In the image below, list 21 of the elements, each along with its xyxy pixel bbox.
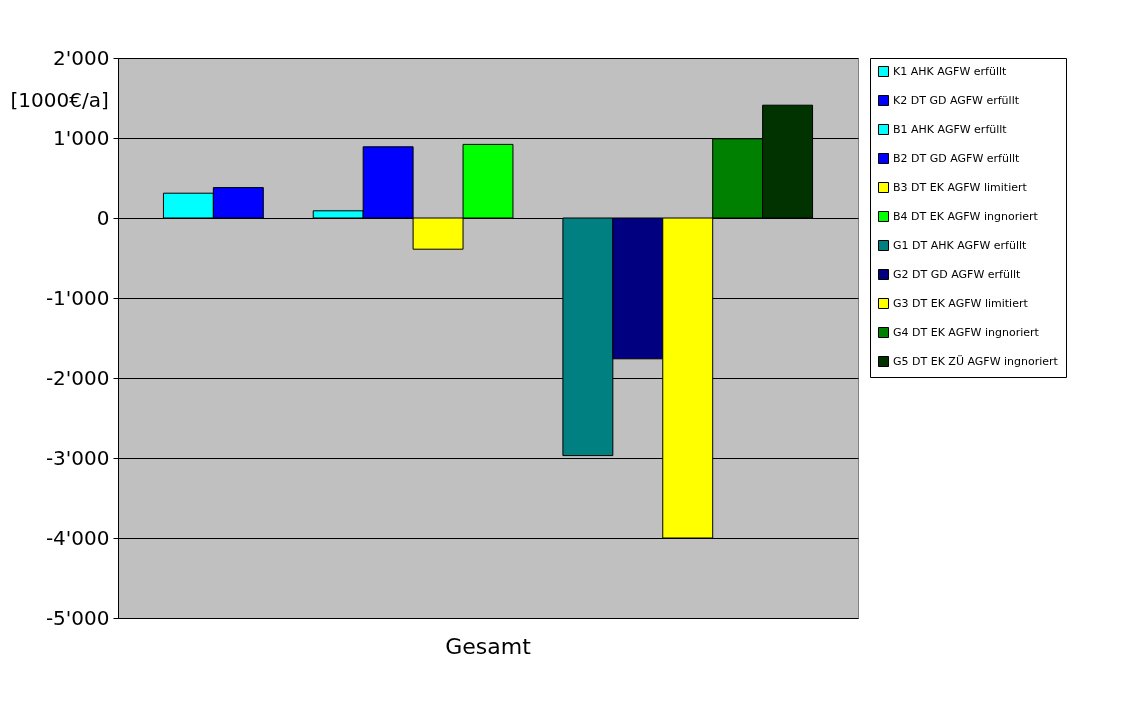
y-tick-label: 0 [96,205,110,230]
legend-label: B4 DT EK AGFW ingnoriert [893,209,1039,223]
y-tick-label: -4'000 [45,525,110,550]
legend-label: B3 DT EK AGFW limitiert [893,180,1028,194]
x-tick-label: Gesamt [445,633,532,659]
y-axis-title: [1000€/a] [10,87,109,112]
y-tick-label: 2'000 [53,45,110,70]
y-tick-label: -5'000 [45,605,110,630]
legend-label: G5 DT EK ZÜ AGFW ingnoriert [893,354,1059,368]
legend-label: K1 AHK AGFW erfüllt [893,64,1008,78]
y-tick-label: -3'000 [45,445,110,470]
legend-label: G4 DT EK AGFW ingnoriert [893,325,1040,339]
y-tick-label: -2'000 [45,365,110,390]
legend-label: K2 DT GD AGFW erfüllt [893,93,1020,107]
y-tick-label: -1'000 [45,285,110,310]
y-tick-label: 1'000 [53,125,110,150]
legend-label: G2 DT GD AGFW erfüllt [893,267,1021,281]
legend-label: G3 DT EK AGFW limitiert [893,296,1029,310]
legend-label: G1 DT AHK AGFW erfüllt [893,238,1028,252]
legend-label: B2 DT GD AGFW erfüllt [893,151,1021,165]
legend-label: B1 AHK AGFW erfüllt [893,122,1008,136]
